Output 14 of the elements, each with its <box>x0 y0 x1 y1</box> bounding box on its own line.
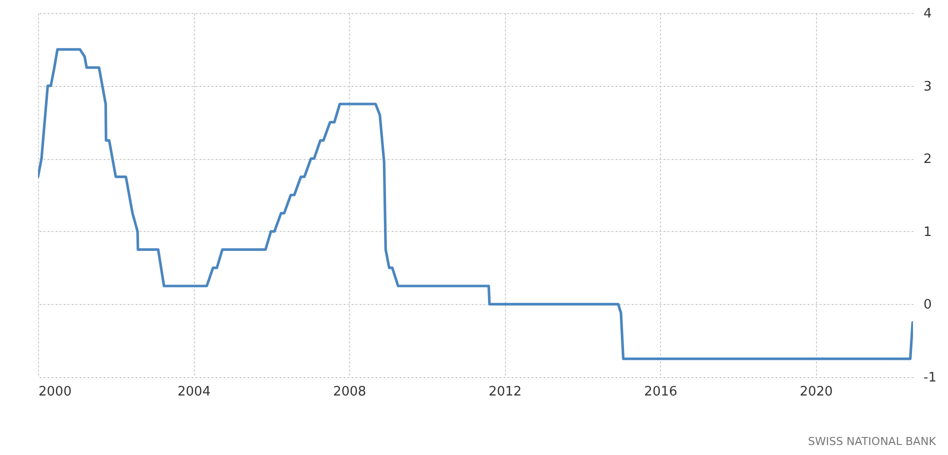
x-tick-label: 2012 <box>488 384 522 400</box>
x-tick-label: 2004 <box>178 384 211 400</box>
x-tick-label: 2016 <box>644 384 678 400</box>
line-series <box>38 48 913 360</box>
y-tick-label: 1 <box>924 224 932 240</box>
x-tick-label: 2008 <box>333 384 366 400</box>
text: SWISS NATIONAL BANK <box>808 435 937 448</box>
y-tick-label: 4 <box>924 6 932 22</box>
y-tick-label: 2 <box>924 152 932 168</box>
y-tick-label: 0 <box>924 298 932 313</box>
y-tick-label: -1 <box>924 370 936 386</box>
y-tick-label: 3 <box>924 79 932 94</box>
x-tick-label: 2020 <box>800 384 833 400</box>
x-tick-label: 2000 <box>38 384 72 400</box>
